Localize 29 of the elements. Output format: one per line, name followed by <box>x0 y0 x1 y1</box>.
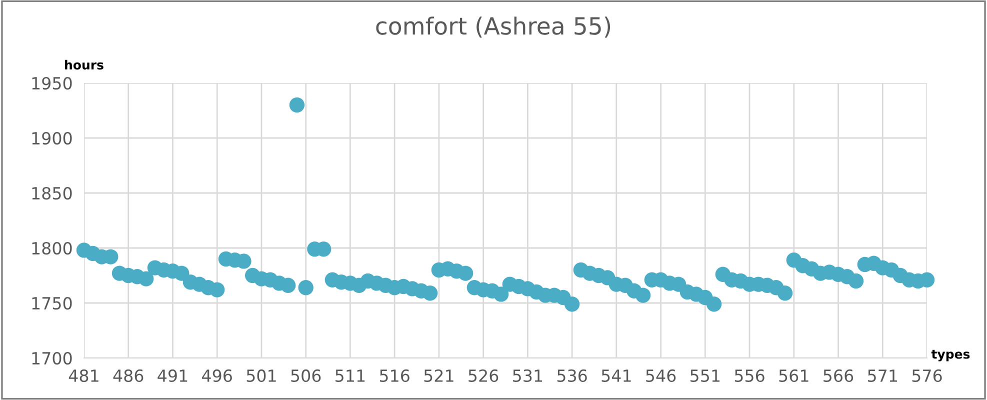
x-tick-label: 526 <box>468 369 498 382</box>
x-tick-label: 501 <box>246 369 276 382</box>
x-tick-label: 486 <box>113 369 144 382</box>
x-tick-label: 541 <box>602 370 631 382</box>
x-tick-label: 516 <box>380 369 410 382</box>
x-tick-label: 491 <box>158 369 188 382</box>
y-tick-label: 1700 <box>32 352 72 365</box>
x-tick-label: 566 <box>824 369 854 382</box>
y-tick-label: 1750 <box>32 296 72 310</box>
x-tick-label: 481 <box>68 369 98 382</box>
x-tick-label: 521 <box>424 369 454 382</box>
x-tick-label: 556 <box>734 369 764 382</box>
x-tick-label: 511 <box>336 370 365 382</box>
x-tick-label: 551 <box>690 370 720 382</box>
x-axis-title: types <box>931 350 970 362</box>
y-tick-label: 1950 <box>32 76 72 90</box>
y-axis-title: hours <box>65 60 104 70</box>
y-tick-label: 1800 <box>32 242 72 255</box>
x-tick-label: 561 <box>779 369 808 382</box>
x-tick-label: 496 <box>202 369 232 382</box>
chart-title: comfort (Ashrea 55) <box>376 16 610 38</box>
y-tick-label: 1900 <box>32 132 72 145</box>
x-tick-label: 506 <box>291 369 321 382</box>
x-tick-label: 571 <box>868 370 897 382</box>
x-tick-label: 576 <box>912 369 942 382</box>
x-tick-label: 546 <box>646 369 676 382</box>
x-tick-label: 531 <box>513 369 542 382</box>
x-tick-label: 536 <box>557 369 587 382</box>
y-tick-label: 1850 <box>32 186 72 200</box>
